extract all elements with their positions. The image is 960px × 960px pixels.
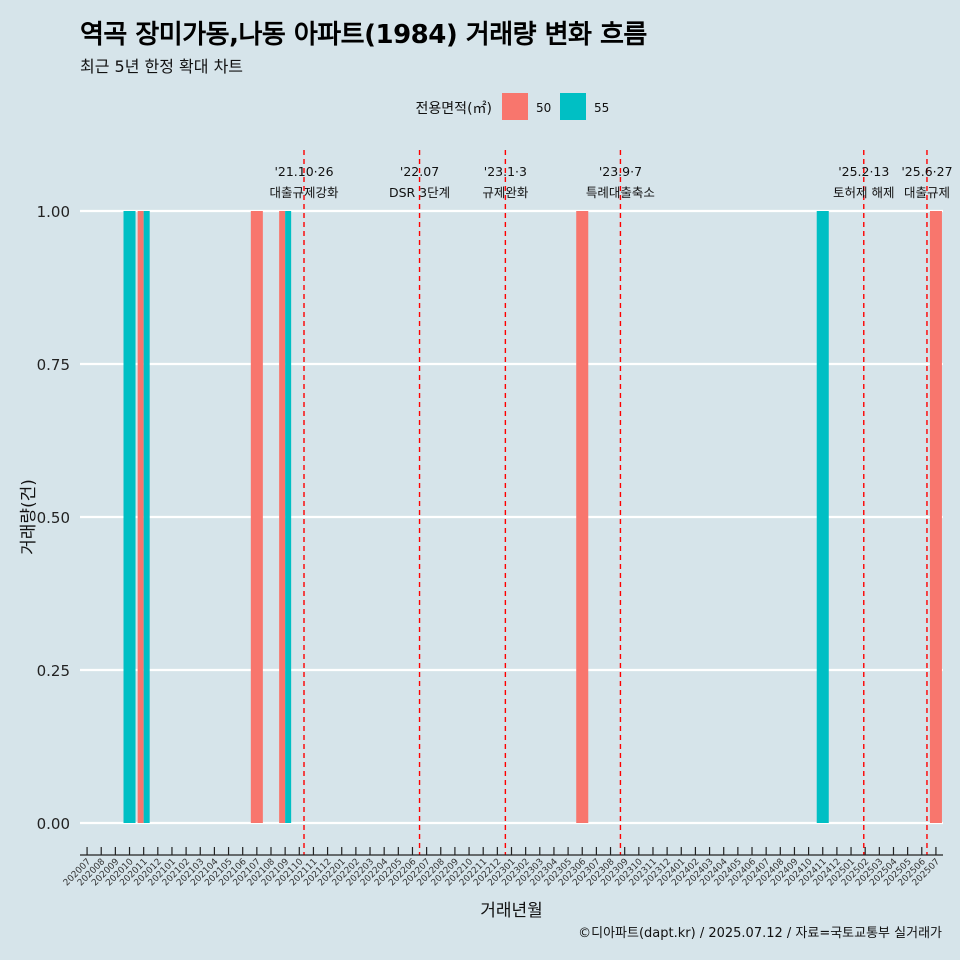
bar-55-202411: [816, 211, 829, 823]
event-date: '25.2·13: [838, 164, 889, 179]
event-label: 규제완화: [482, 185, 529, 200]
legend-swatch-50: [502, 93, 528, 120]
y-axis-title: 거래량(건): [19, 479, 39, 555]
event-date: '21.10·26: [274, 164, 333, 179]
bar-50-202507: [929, 211, 942, 823]
event-label: DSR 3단계: [389, 185, 450, 200]
legend-swatch-55: [560, 93, 586, 120]
bar-55-202010: [123, 211, 136, 823]
bar-50-202107: [250, 211, 263, 823]
bar-50-202011: [137, 211, 144, 823]
event-label: 대출규제: [904, 185, 950, 200]
bar-50-202306: [576, 211, 589, 823]
source-caption: ©디아파트(dapt.kr) / 2025.07.12 / 자료=국토교통부 실…: [578, 926, 942, 941]
bar-50-202109: [279, 211, 286, 823]
y-tick-label: 0.75: [37, 356, 70, 374]
event-date: '22.07: [400, 164, 439, 179]
y-tick-label: 0.25: [37, 662, 70, 680]
y-tick-label: 1.00: [37, 203, 70, 221]
chart-title: 역곡 장미가동,나동 아파트(1984) 거래량 변화 흐름: [80, 20, 647, 50]
legend-label-55: 55: [594, 101, 609, 115]
event-label: 특례대출축소: [586, 185, 655, 200]
chart-subtitle: 최근 5년 한정 확대 차트: [80, 57, 244, 76]
event-label: 토허제 해제: [833, 185, 894, 200]
legend-label-50: 50: [536, 101, 551, 115]
bar-55-202109: [285, 211, 292, 823]
legend-title: 전용면적(㎡): [416, 101, 492, 117]
event-date: '25.6·27: [901, 164, 952, 179]
y-tick-label: 0.50: [37, 509, 70, 527]
event-label: 대출규제강화: [269, 185, 339, 200]
legend: 전용면적(㎡) 50 55: [416, 93, 609, 120]
x-axis-title: 거래년월: [480, 901, 543, 921]
event-date: '23.1·3: [484, 164, 527, 179]
y-tick-label: 0.00: [37, 815, 70, 833]
event-date: '23.9·7: [599, 164, 642, 179]
bar-55-202011: [143, 211, 150, 823]
